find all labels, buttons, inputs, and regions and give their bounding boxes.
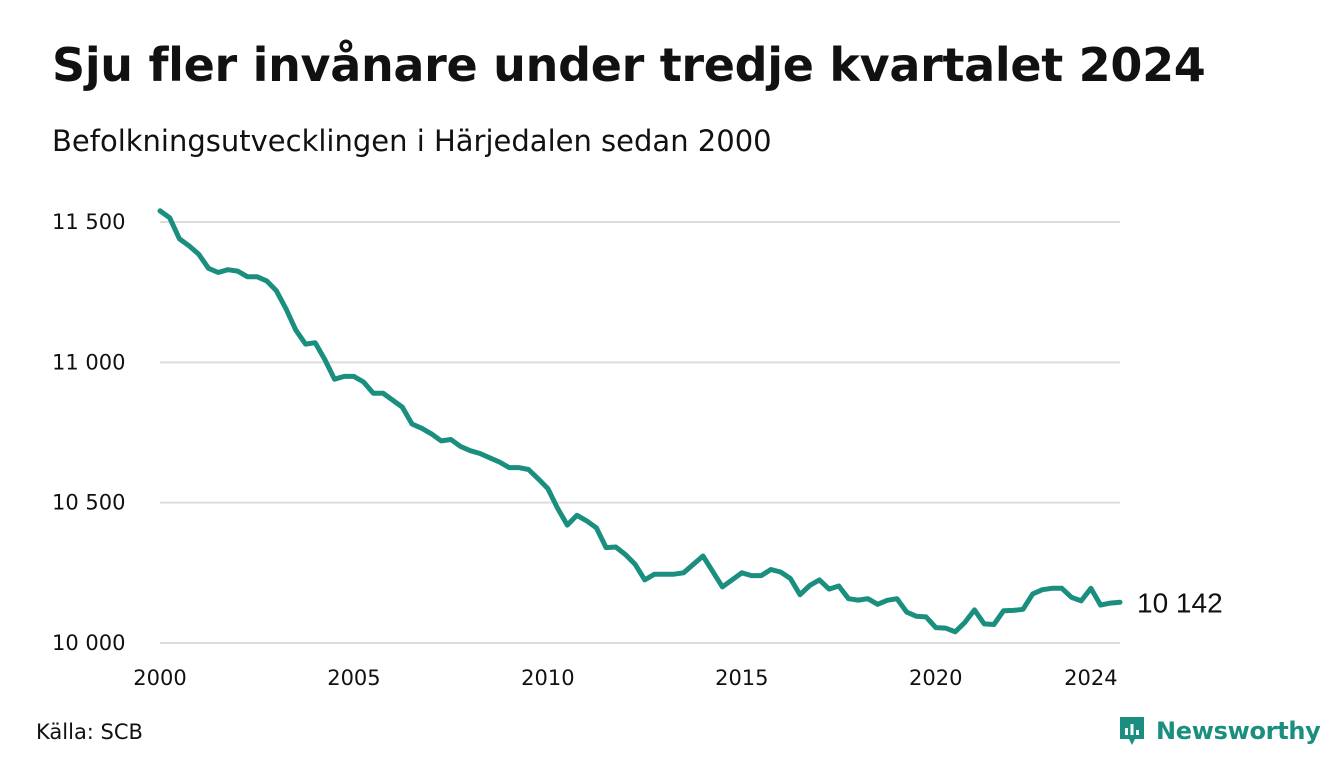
x-tick-label: 2005 <box>327 666 380 690</box>
brand-logo: Newsworthy <box>1118 714 1321 748</box>
y-axis-ticks: 11 500 11 000 10 500 10 000 <box>52 210 125 655</box>
chart-subtitle: Befolkningsutvecklingen i Härjedalen sed… <box>52 124 772 158</box>
brand-name: Newsworthy <box>1156 717 1321 745</box>
chart-title: Sju fler invånare under tredje kvartalet… <box>52 38 1206 92</box>
y-tick-label: 10 000 <box>52 631 125 655</box>
gridlines <box>160 221 1120 644</box>
x-axis-ticks: 2000 2005 2010 2015 2020 2024 <box>133 666 1117 690</box>
line-chart: 11 500 11 000 10 500 10 000 2000 2005 2010 201… <box>52 208 1223 690</box>
data-labels: 10 142 <box>1137 587 1223 618</box>
x-tick-label: 2020 <box>909 666 962 690</box>
x-tick-label: 2010 <box>521 666 574 690</box>
series-group <box>157 208 1123 635</box>
y-tick-label: 11 000 <box>52 350 125 374</box>
series-line <box>157 208 1123 635</box>
end-value-label: 10 142 <box>1137 587 1223 618</box>
x-tick-label: 2015 <box>715 666 768 690</box>
newsworthy-logo-icon <box>1120 717 1144 745</box>
y-tick-label: 11 500 <box>52 210 125 234</box>
x-tick-label: 2000 <box>133 666 186 690</box>
y-tick-label: 10 500 <box>52 491 125 515</box>
x-tick-label: 2024 <box>1064 666 1117 690</box>
source-note: Källa: SCB <box>36 720 143 744</box>
